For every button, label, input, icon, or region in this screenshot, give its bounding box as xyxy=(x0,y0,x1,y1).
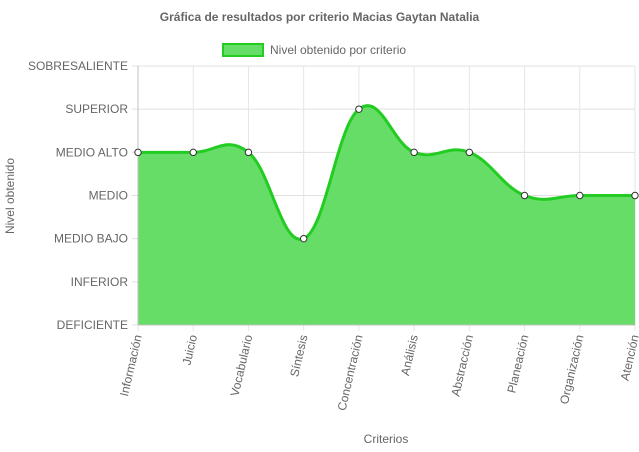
axis-layer xyxy=(137,66,635,326)
legend-swatch xyxy=(222,43,264,57)
data-point[interactable] xyxy=(134,148,142,157)
x-tick-label: Atención xyxy=(618,333,639,382)
x-tick-label: Organización xyxy=(557,333,587,405)
chart-title: Gráfica de resultados por criterio Macia… xyxy=(159,10,480,24)
y-tick-label: MEDIO BAJO xyxy=(54,232,128,246)
x-tick-label: Planeación xyxy=(504,333,531,394)
data-point[interactable] xyxy=(631,191,639,200)
y-tick-label: SUPERIOR xyxy=(65,102,128,116)
data-point[interactable] xyxy=(576,191,584,200)
y-tick-label: DEFICIENTE xyxy=(57,318,128,332)
y-tick-label: SOBRESALIENTE xyxy=(28,59,128,73)
data-point[interactable] xyxy=(189,148,197,157)
legend-label: Nivel obtenido por criterio xyxy=(270,43,407,57)
legend[interactable]: Nivel obtenido por criterio xyxy=(222,42,406,58)
data-point[interactable] xyxy=(299,234,308,243)
data-point[interactable] xyxy=(355,105,363,113)
y-tick-label: MEDIO xyxy=(89,189,128,203)
x-axis-title: Criterios xyxy=(364,432,409,446)
data-point[interactable] xyxy=(410,148,418,157)
x-tick-label: Concentración xyxy=(335,333,366,412)
x-tick-label: Información xyxy=(117,333,145,397)
x-tick-label: Síntesis xyxy=(287,333,310,378)
x-tick-label: Vocabulario xyxy=(228,333,256,398)
data-point[interactable] xyxy=(520,191,529,200)
x-tick-label: Juicio xyxy=(179,333,200,366)
y-tick-label: MEDIO ALTO xyxy=(56,145,128,159)
y-axis-title: Nivel obtenido xyxy=(3,158,17,234)
series-area xyxy=(138,105,635,325)
points-layer xyxy=(134,105,639,243)
data-point[interactable] xyxy=(244,148,253,157)
y-tick-label: INFERIOR xyxy=(71,275,129,289)
x-tick-label: Análisis xyxy=(398,333,421,376)
data-point[interactable] xyxy=(465,148,474,157)
x-tick-label: Abstracción xyxy=(448,333,476,397)
area-layer xyxy=(138,104,635,325)
series-line xyxy=(138,104,635,241)
